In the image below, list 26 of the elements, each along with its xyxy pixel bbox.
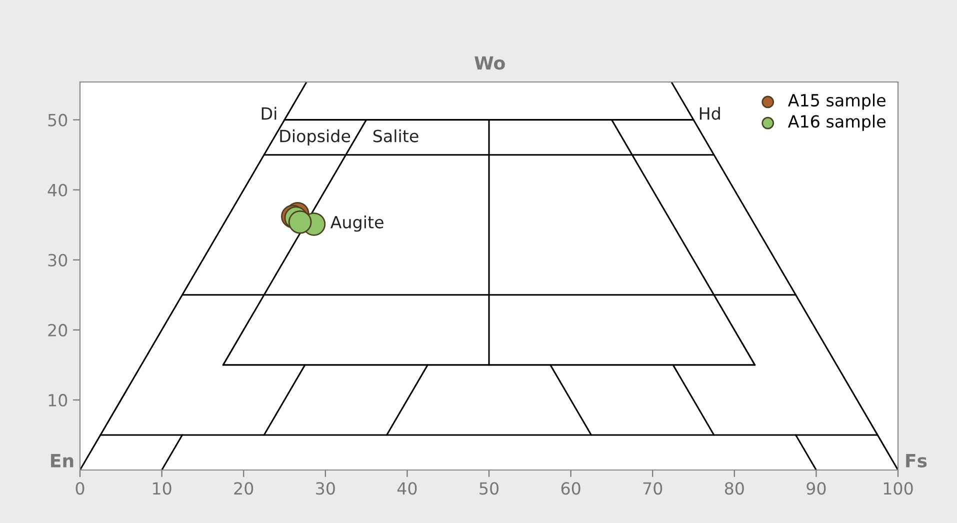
x-tick-label: 90: [806, 482, 826, 495]
annotation: Hd: [700, 106, 720, 120]
text: Wo: [474, 56, 505, 70]
x-tick-label: 30: [316, 482, 335, 495]
x-tick-label: 60: [561, 482, 580, 495]
annotation: Augite: [330, 216, 384, 232]
x-tick-label: 10: [153, 482, 172, 495]
text: En: [51, 454, 74, 468]
x-tick-label: 70: [643, 482, 662, 495]
annotation: Diopside: [280, 129, 350, 146]
x-tick-label: 0: [76, 482, 84, 495]
text: Fs: [906, 454, 927, 468]
x-tick-label: 80: [724, 482, 744, 495]
y-tick-label: 40: [48, 184, 68, 196]
legend-label: A15 sample: [788, 94, 886, 110]
annotation: Di: [262, 106, 276, 120]
x-tick-label: 20: [234, 482, 254, 495]
y-tick-label: 50: [48, 114, 68, 126]
y-tick-label: 10: [48, 394, 68, 407]
y-tick-label: 30: [48, 254, 68, 266]
x-tick-label: 100: [884, 482, 913, 495]
x-tick-label: 50: [480, 482, 498, 495]
y-tick-label: 20: [48, 324, 68, 336]
annotation: Salite: [373, 129, 418, 142]
legend-label: A16 sample: [788, 114, 886, 131]
x-tick-label: 40: [397, 482, 417, 495]
